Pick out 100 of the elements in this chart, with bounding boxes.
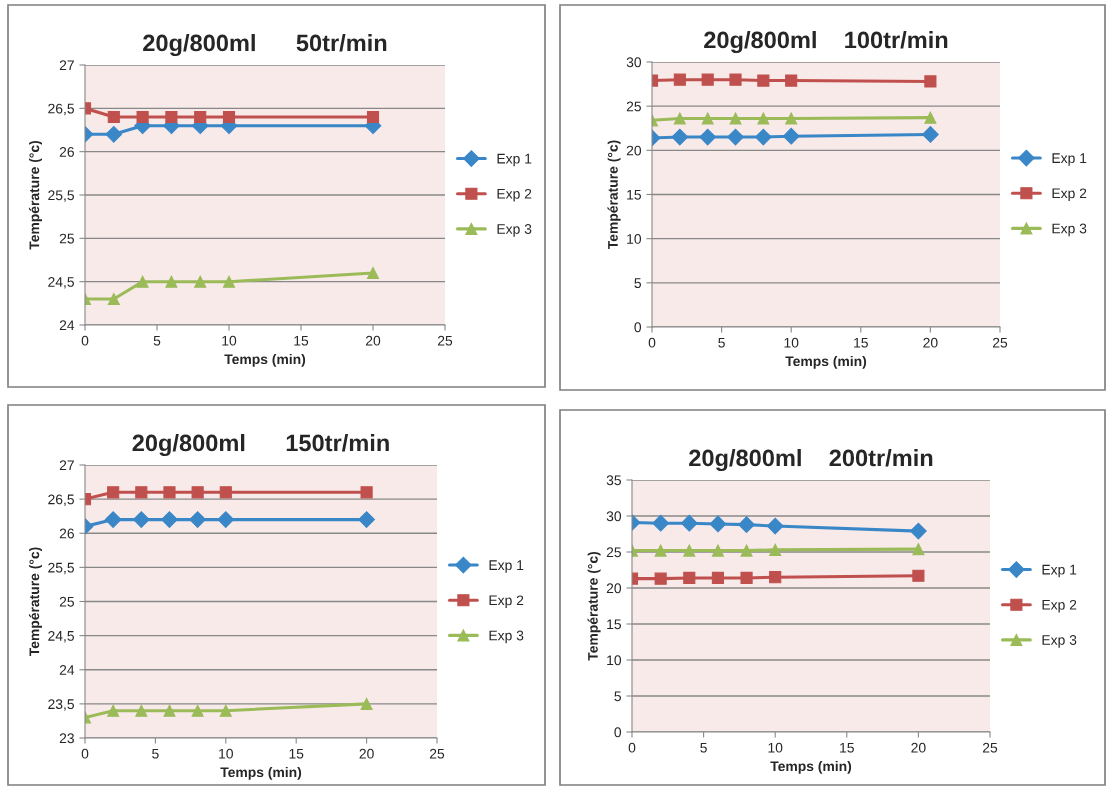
point	[683, 544, 696, 557]
y-axis-title: Température (°c)	[28, 547, 42, 657]
point	[757, 112, 770, 125]
x-tick-label: 25	[982, 742, 998, 753]
x-tick-label: 20	[923, 337, 938, 348]
x-tick-label: 20	[359, 748, 374, 759]
x-tick-label: 5	[152, 748, 159, 759]
x-tick-label: 0	[648, 337, 656, 348]
y-tick-label: 26	[59, 147, 74, 157]
point	[671, 128, 689, 146]
x-tick-label: 25	[429, 748, 445, 759]
y-tick-label: 26,5	[48, 494, 74, 506]
x-axis-title: Temps (min)	[770, 760, 852, 774]
y-tick-label: 5	[614, 691, 621, 702]
chart-title: 20g/800ml 50tr/min	[143, 34, 387, 57]
point	[701, 112, 714, 125]
y-tick-label: 0	[614, 727, 622, 738]
point	[740, 571, 753, 584]
y-tick-label: 10	[607, 655, 622, 666]
point	[191, 704, 204, 717]
y-tick-label: 25	[59, 596, 74, 607]
y-tick-label: 15	[607, 619, 621, 630]
point	[366, 110, 380, 124]
x-axis-title: Temps (min)	[224, 353, 306, 367]
y-tick-label: 24	[59, 320, 75, 331]
point	[222, 275, 236, 288]
point	[161, 511, 178, 528]
x-tick-label: 20	[911, 742, 926, 753]
legend-label: Exp 2	[497, 188, 532, 202]
point	[222, 110, 236, 124]
y-tick-label: 0	[634, 322, 642, 333]
point	[701, 73, 714, 86]
point	[105, 125, 123, 143]
y-tick-label: 10	[627, 234, 642, 244]
y-tick-label: 5	[634, 278, 641, 288]
point	[652, 514, 670, 532]
point	[680, 514, 698, 532]
y-tick-label: 25	[626, 101, 641, 112]
y-tick-label: 23	[59, 733, 74, 744]
y-tick-label: 25,5	[48, 190, 74, 202]
point	[782, 127, 800, 145]
point	[360, 486, 373, 499]
point	[135, 486, 148, 499]
legend-label: Exp 1	[489, 560, 524, 573]
point	[912, 569, 925, 582]
x-tick-label: 10	[768, 742, 783, 753]
x-tick-label: 10	[784, 337, 799, 348]
legend-label: Exp 3	[1052, 223, 1087, 237]
x-tick-label: 15	[289, 748, 304, 759]
point	[673, 73, 686, 86]
point	[132, 511, 150, 528]
point	[194, 110, 207, 124]
point	[107, 292, 120, 306]
point	[104, 511, 122, 528]
legend-label: Exp 3	[497, 224, 532, 237]
point	[729, 73, 742, 86]
point	[785, 74, 798, 87]
y-tick-label: 26	[59, 528, 74, 539]
point	[727, 128, 744, 146]
y-tick-label: 20	[626, 145, 642, 156]
y-tick-label: 25,5	[48, 562, 74, 575]
y-tick-label: 26,5	[48, 103, 74, 116]
point	[107, 110, 120, 124]
point	[194, 275, 207, 288]
y-axis-title: Température (°c)	[587, 551, 601, 661]
legend-label: Exp 2	[489, 595, 524, 608]
y-tick-label: 27	[59, 60, 74, 71]
x-tick-label: 20	[365, 335, 381, 346]
point	[217, 511, 235, 528]
x-tick-label: 5	[153, 335, 161, 346]
point	[360, 697, 373, 710]
y-tick-label: 30	[606, 511, 622, 522]
x-tick-label: 10	[222, 335, 237, 346]
y-tick-label: 23,5	[48, 699, 74, 711]
point	[673, 112, 686, 125]
point	[785, 112, 798, 125]
legend-label: Exp 3	[1042, 635, 1077, 648]
x-tick-label: 25	[437, 335, 453, 346]
point	[922, 126, 939, 143]
x-tick-label: 15	[840, 742, 854, 753]
point	[740, 544, 753, 557]
point	[107, 704, 120, 717]
y-tick-label: 25	[59, 233, 74, 244]
x-tick-label: 10	[219, 748, 233, 759]
point	[711, 544, 724, 557]
legend-label: Exp 3	[489, 630, 524, 644]
y-axis-title: Température (°c)	[28, 140, 42, 250]
point	[769, 571, 782, 584]
point	[729, 112, 742, 125]
y-tick-label: 25	[606, 547, 621, 558]
point	[163, 704, 176, 717]
point	[711, 571, 724, 584]
x-tick-label: 5	[718, 337, 725, 348]
point	[654, 572, 667, 585]
point	[219, 486, 232, 499]
y-tick-label: 24	[59, 665, 75, 675]
legend-label: Exp 2	[1052, 188, 1087, 201]
point	[358, 511, 375, 528]
y-tick-label: 24,5	[48, 630, 74, 643]
point	[766, 517, 784, 535]
